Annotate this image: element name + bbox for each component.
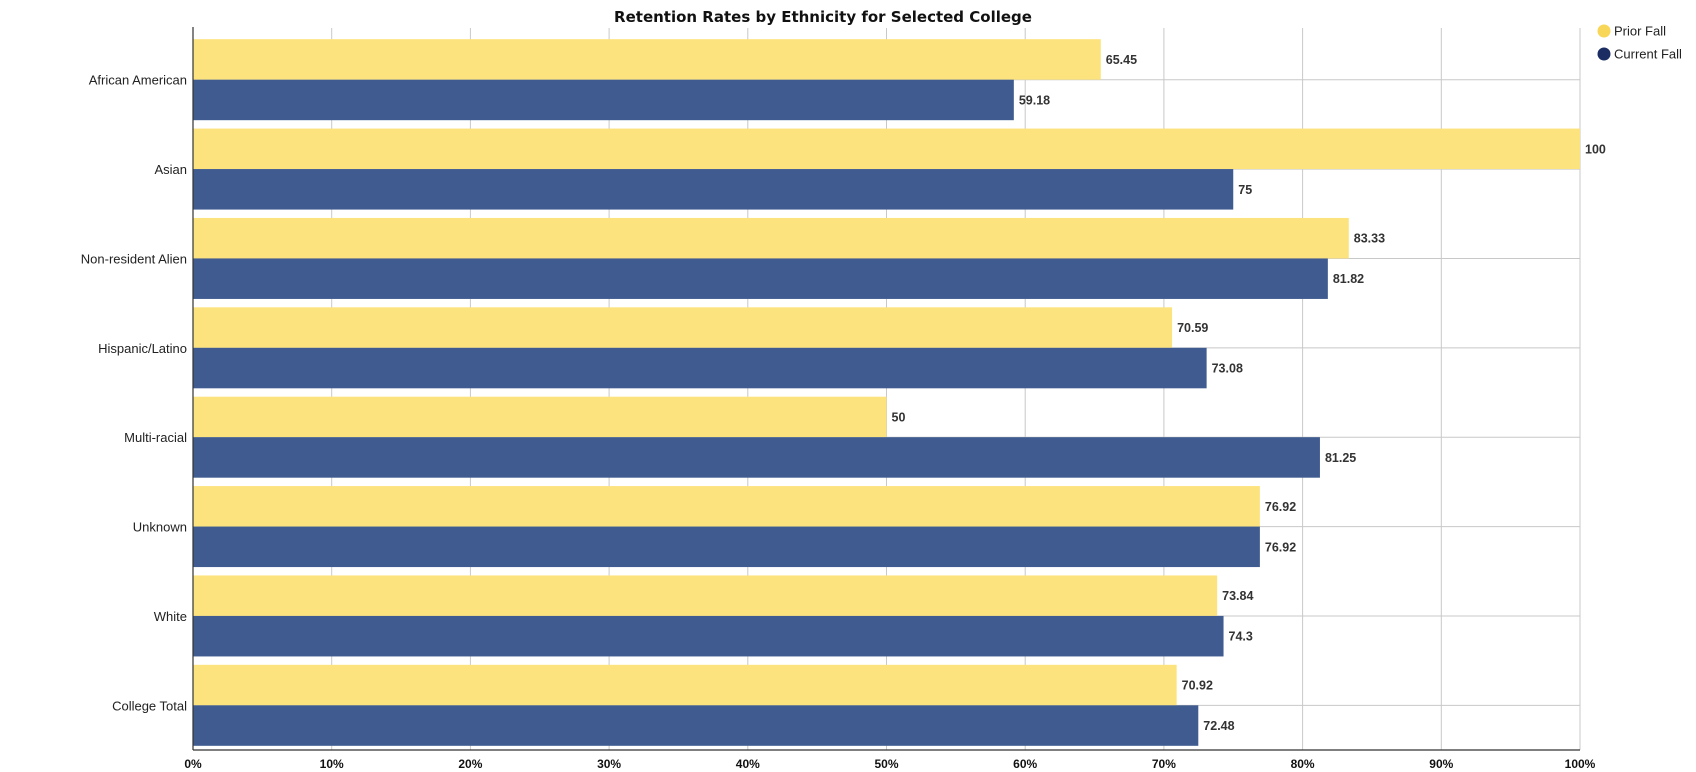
labels: 0% 10% 20% 30% 40% 50% 60% 70% 80% 90% 100% 65.45 59…	[81, 53, 1606, 771]
category-label: Multi-racial	[124, 430, 187, 445]
category-label: Hispanic/Latino	[98, 341, 187, 356]
bar-prior-fall	[193, 575, 1218, 616]
data-label: 76.92	[1265, 500, 1296, 514]
category-label: African American	[89, 73, 187, 88]
bars	[193, 39, 1580, 746]
data-label: 76.92	[1265, 540, 1296, 554]
data-label: 83.33	[1354, 232, 1385, 246]
legend-marker	[1597, 24, 1611, 38]
chart-title: Retention Rates by Ethnicity for Selecte…	[614, 8, 1032, 26]
bar-current-fall	[193, 437, 1320, 478]
category-label: White	[154, 609, 187, 624]
bar-prior-fall	[193, 486, 1260, 527]
x-tick-label: 50%	[874, 757, 898, 771]
x-tick-label: 20%	[458, 757, 482, 771]
legend-marker	[1597, 47, 1611, 61]
data-label: 100	[1585, 142, 1606, 156]
category-label: College Total	[112, 698, 187, 713]
x-tick-label: 60%	[1013, 757, 1037, 771]
data-label: 81.82	[1333, 272, 1364, 286]
category-label: Unknown	[133, 520, 187, 535]
data-label: 75	[1238, 183, 1252, 197]
x-tick-label: 40%	[736, 757, 760, 771]
x-tick-label: 80%	[1291, 757, 1315, 771]
bar-current-fall	[193, 258, 1328, 299]
bar-prior-fall	[193, 39, 1101, 80]
bar-prior-fall	[193, 664, 1177, 706]
category-label: Asian	[154, 162, 187, 177]
bar-prior-fall	[193, 307, 1173, 348]
data-label: 70.59	[1177, 321, 1208, 335]
legend-label: Current Fall	[1614, 47, 1682, 62]
data-label: 70.92	[1182, 679, 1213, 693]
x-tick-label: 30%	[597, 757, 621, 771]
bar-prior-fall	[193, 396, 887, 438]
data-label: 73.84	[1222, 589, 1253, 603]
data-label: 59.18	[1019, 93, 1050, 107]
bar-current-fall	[193, 705, 1199, 746]
data-label: 73.08	[1212, 362, 1243, 376]
legend-label: Prior Fall	[1614, 24, 1666, 39]
bar-prior-fall	[193, 128, 1580, 170]
axes	[192, 27, 1580, 751]
data-label: 72.48	[1203, 719, 1234, 733]
legend: Prior Fall Current Fall	[1597, 24, 1682, 62]
bar-current-fall	[193, 79, 1014, 121]
x-tick-label: 10%	[320, 757, 344, 771]
data-label: 65.45	[1106, 53, 1137, 67]
data-label: 50	[892, 410, 906, 424]
category-label: Non-resident Alien	[81, 251, 187, 266]
bar-current-fall	[193, 169, 1234, 210]
data-label: 81.25	[1325, 451, 1356, 465]
bar-current-fall	[193, 526, 1260, 568]
x-tick-label: 0%	[184, 757, 202, 771]
bar-prior-fall	[193, 217, 1349, 259]
bar-current-fall	[193, 347, 1207, 389]
bar-current-fall	[193, 615, 1224, 657]
data-label: 74.3	[1229, 630, 1253, 644]
x-tick-label: 90%	[1429, 757, 1453, 771]
x-tick-label: 100%	[1565, 757, 1596, 771]
x-tick-label: 70%	[1152, 757, 1176, 771]
